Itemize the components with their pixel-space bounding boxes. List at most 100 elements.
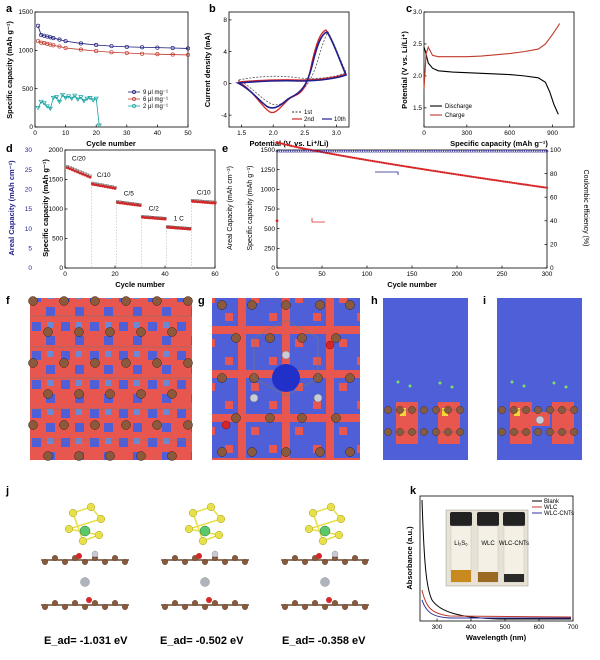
discharge-point-d [96, 183, 99, 187]
capacity-point-e [544, 186, 547, 189]
capacity-point-e [524, 183, 527, 186]
carbon-atom [42, 559, 48, 565]
discharge-point-d [181, 226, 184, 230]
discharge-point-d [71, 168, 74, 172]
ce-point-e [367, 149, 371, 153]
ce-point-e [509, 149, 513, 153]
discharge-point-d [91, 182, 94, 186]
y-label-d: Specific capacity (mAh g⁻¹) [41, 159, 50, 257]
vial-label-wlc: WLC [481, 541, 495, 547]
capacity-point-e [470, 175, 473, 178]
sulfur-atom [326, 502, 336, 512]
carbon-atom [102, 559, 108, 565]
lithium-atom [450, 385, 454, 389]
discharge-point-d [198, 200, 202, 204]
capacity-point-e [450, 172, 453, 175]
legend-label-a: 6 μl mg⁻¹ [143, 97, 168, 103]
x-tick-label: 2.5 [300, 130, 309, 137]
x-tick-label: 40 [161, 271, 169, 278]
capacity-point-e [531, 184, 534, 187]
y-tick-label: 500 [22, 86, 33, 93]
capacity-point-e [513, 181, 516, 185]
capacity-point-e [452, 172, 455, 176]
data-point-a [170, 45, 175, 51]
ce-point-e [529, 149, 533, 153]
lithium-atom [319, 525, 331, 537]
oxygen-atom [196, 553, 202, 559]
capacity-point-e [526, 183, 529, 186]
ce-point-e [405, 149, 408, 153]
legend-label-c: Discharge [445, 104, 473, 110]
carbon-atom [312, 600, 318, 606]
sulfur-atom [78, 536, 88, 546]
capacity-point-e [522, 183, 525, 186]
carbon-atom [183, 358, 193, 368]
ce-point-e [540, 149, 543, 153]
hexagon-ring [253, 319, 319, 397]
lithium-atom [79, 525, 91, 537]
discharge-point-d [141, 215, 144, 219]
capacity-point-e [486, 177, 489, 181]
ce-point-e [336, 149, 340, 153]
sulfur-atom [184, 524, 194, 534]
carbon-atom [74, 451, 84, 461]
carbon-atom [182, 604, 188, 610]
panel-label-c: c [406, 3, 412, 15]
capacity-point-e [371, 159, 374, 163]
y-tick-label: 500 [52, 236, 63, 243]
legend-marker-a [132, 90, 136, 94]
carbon-atom [90, 296, 100, 306]
y-tick-label: 1000 [261, 187, 276, 194]
ce-point-e [383, 149, 387, 153]
capacity-point-e [351, 156, 354, 159]
data-point-a [185, 46, 191, 51]
ce-point-e [300, 149, 304, 153]
carbon-atom [152, 358, 162, 368]
ce-point-e [419, 149, 423, 153]
capacity-point-e [464, 174, 468, 177]
ce-point-e [284, 149, 288, 153]
carbon-atom [183, 296, 193, 306]
lithium-atom [522, 384, 526, 388]
y-tick-label: 0 [29, 124, 33, 131]
ce-point-e [376, 149, 380, 153]
panel-f: f [6, 295, 193, 461]
capacity-point-e [527, 184, 531, 187]
ce-point-e [437, 149, 441, 153]
y-tick-label: 1500 [19, 9, 34, 16]
y2-tick-label: 10 [25, 226, 33, 233]
ce-point-e [372, 149, 376, 153]
x-tick-label: 700 [568, 624, 579, 631]
discharge-point-d [138, 203, 142, 207]
carbon-atom [162, 604, 168, 610]
capacity-point-e [459, 173, 462, 177]
data-point-a [93, 96, 99, 102]
ce-point-e [511, 149, 515, 153]
data-point-a [56, 99, 63, 105]
x-tick-label: 0 [33, 130, 37, 137]
capacity-point-e [533, 184, 536, 188]
carbon-atom [345, 300, 355, 310]
discharge-point-d [78, 171, 82, 175]
data-point-a [35, 105, 41, 111]
plot-frame-d [64, 149, 216, 269]
ce-point-e [504, 149, 507, 153]
carbon-atom [105, 451, 115, 461]
capacity-point-e [437, 170, 441, 173]
carbon-atom [105, 327, 115, 337]
capacity-point-e [430, 169, 433, 172]
capacity-point-e [401, 164, 405, 168]
x-tick-label: 20 [93, 130, 101, 137]
carbon-atom [167, 327, 177, 337]
panel-h: h [371, 295, 468, 460]
data-point-a [63, 39, 68, 44]
ce-point-e [335, 149, 338, 153]
carbon-atom [42, 604, 48, 610]
ce-point-e [412, 149, 416, 153]
y2-tick-label: 20 [550, 242, 558, 249]
discharge-point-d [123, 201, 127, 205]
discharge-point-d [208, 201, 212, 205]
capacity-point-e [545, 186, 549, 189]
